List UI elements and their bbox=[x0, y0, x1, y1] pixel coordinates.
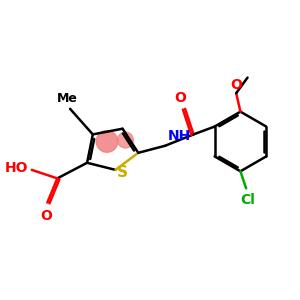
Text: Cl: Cl bbox=[240, 194, 255, 207]
Circle shape bbox=[118, 132, 134, 148]
Text: O: O bbox=[40, 209, 52, 223]
Text: HO: HO bbox=[5, 161, 28, 176]
Text: S: S bbox=[117, 165, 128, 180]
Text: NH: NH bbox=[167, 130, 191, 143]
Text: O: O bbox=[230, 78, 242, 92]
Text: Me: Me bbox=[57, 92, 78, 105]
Circle shape bbox=[96, 131, 118, 152]
Text: O: O bbox=[174, 92, 186, 105]
